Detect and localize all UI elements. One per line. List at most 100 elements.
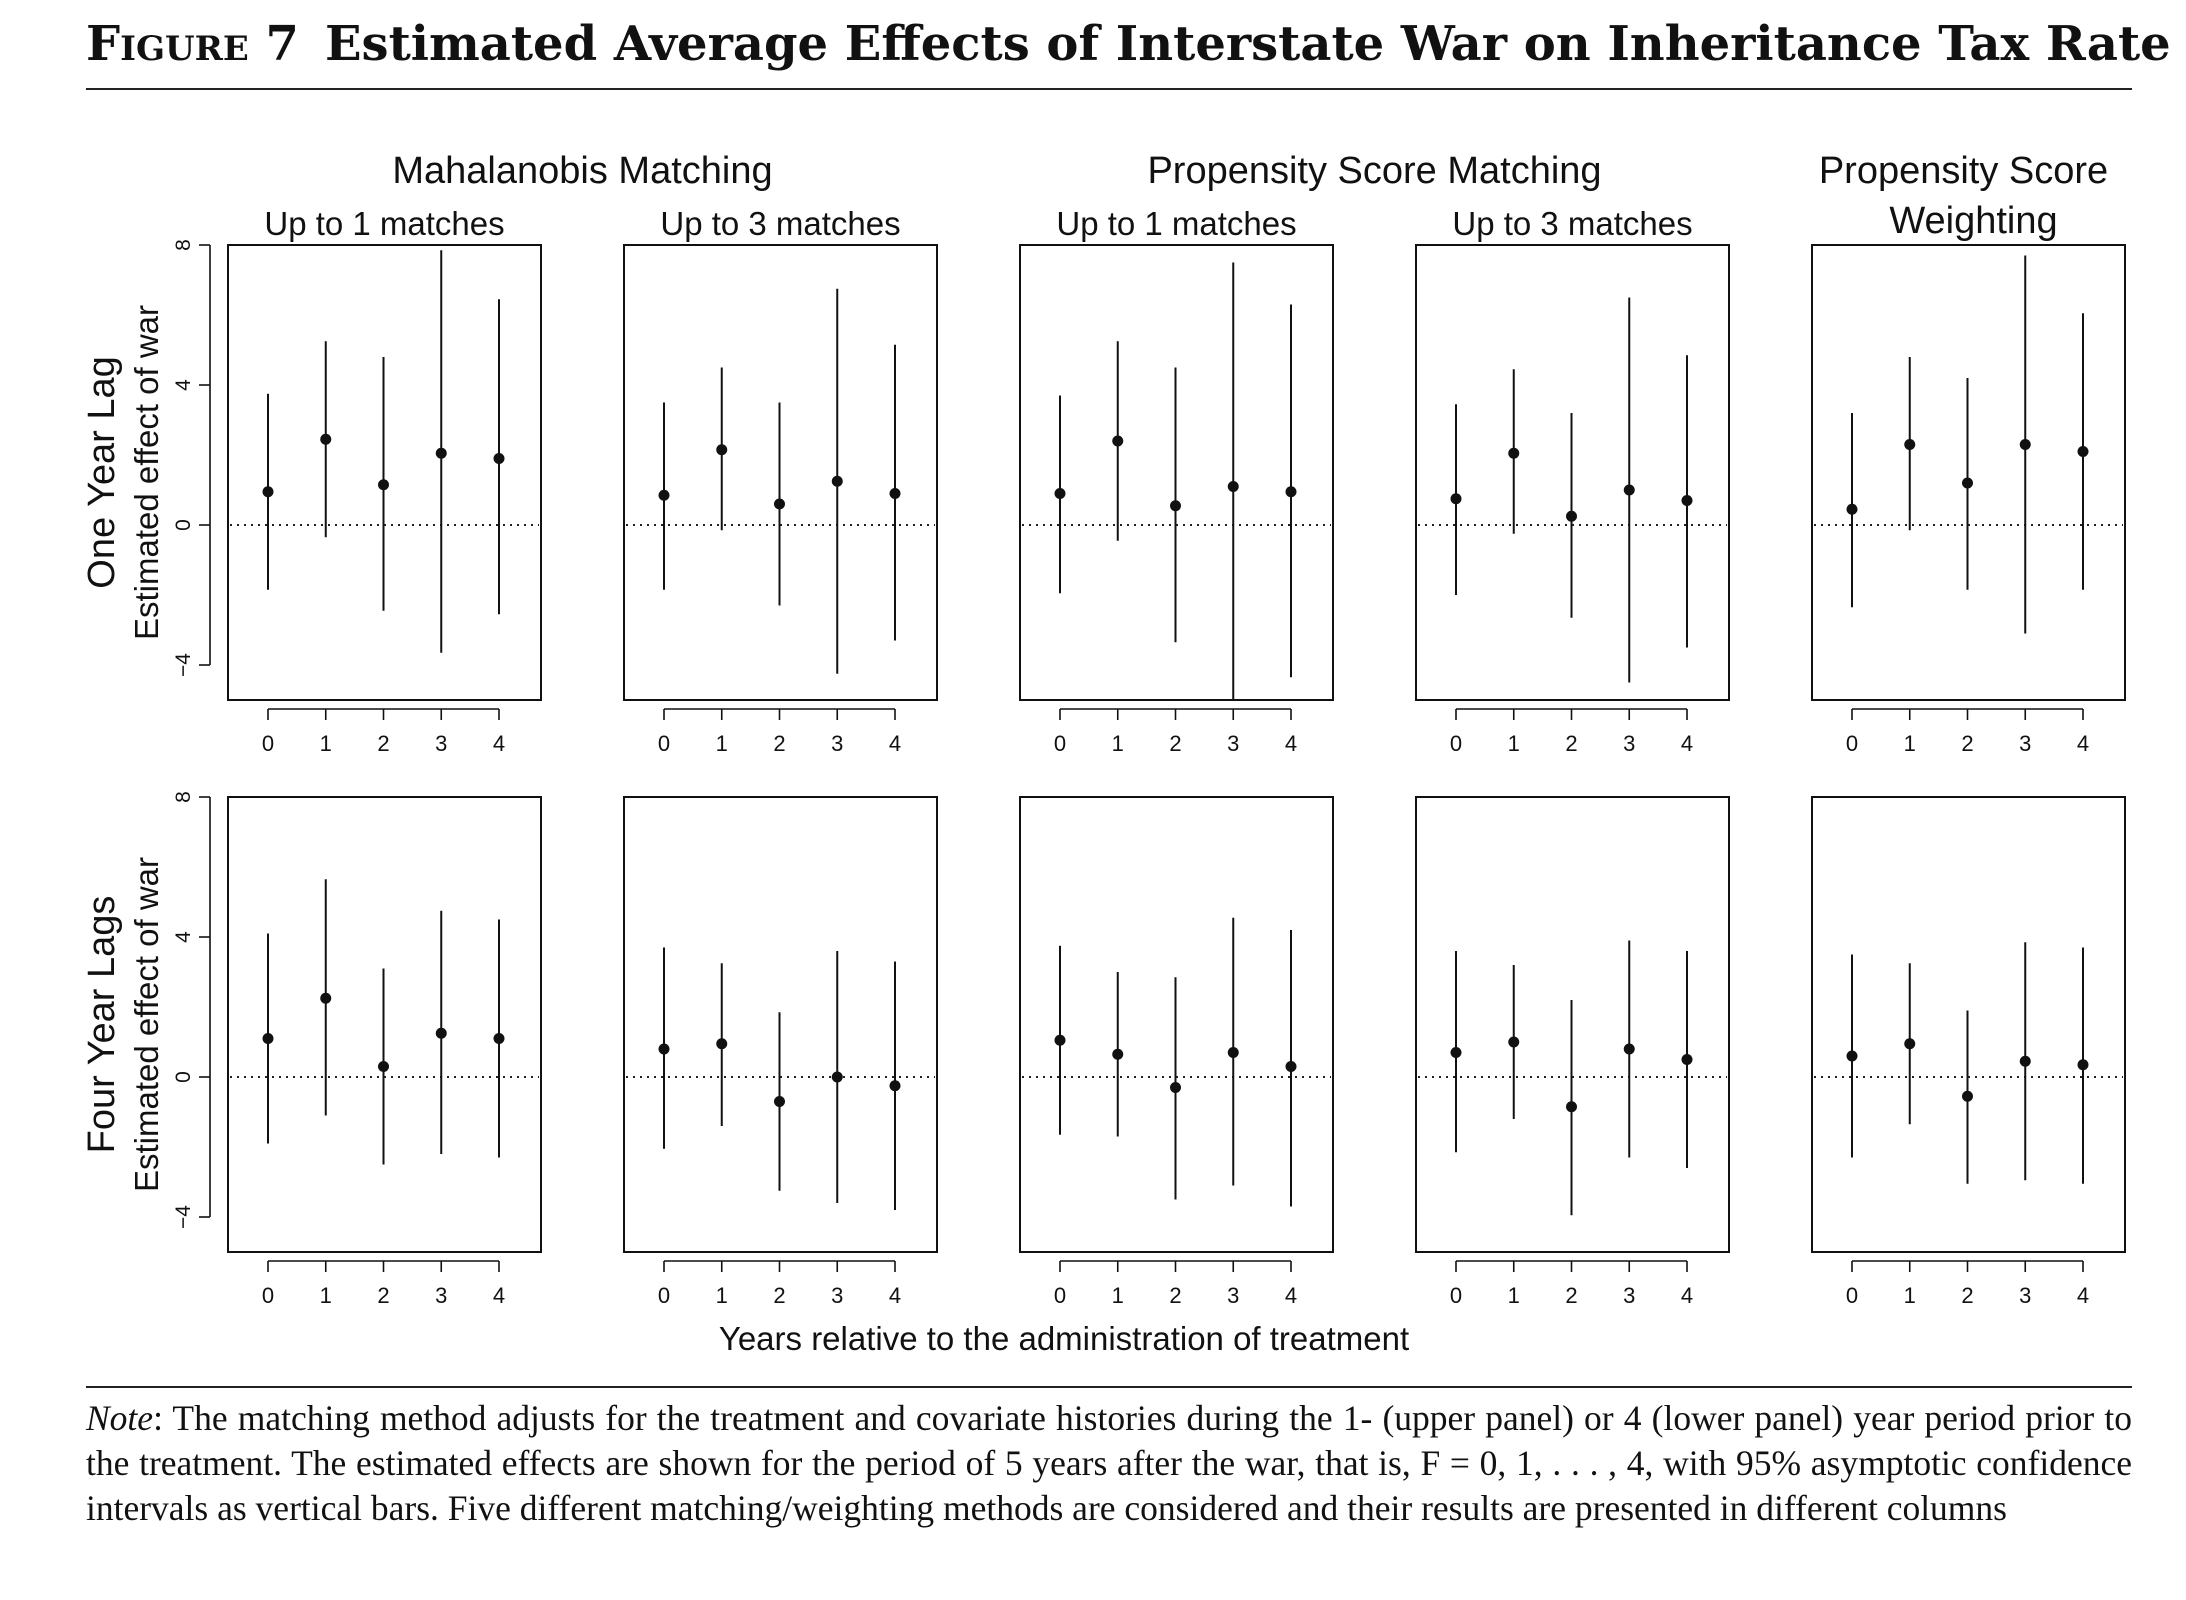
column-subtitle: Up to 3 matches <box>660 205 900 242</box>
point-estimate <box>1508 1036 1520 1048</box>
x-tick-label: 1 <box>716 1283 728 1308</box>
panel-frame <box>1019 244 1334 701</box>
x-tick-label: 3 <box>1623 1283 1635 1308</box>
point-estimate <box>1904 1038 1916 1050</box>
point-estimate <box>262 1033 274 1044</box>
point-estimate <box>2019 1055 2031 1067</box>
x-tick-label: 3 <box>1227 1283 1239 1308</box>
point-estimate <box>1566 1101 1577 1113</box>
x-tick-label: 3 <box>1227 731 1239 756</box>
x-tick-label: 2 <box>377 731 389 756</box>
x-tick-label: 1 <box>1112 731 1124 756</box>
x-tick-label: 2 <box>1961 731 1973 756</box>
y-tick-label: 8 <box>172 791 195 803</box>
note-text: : The matching method adjusts for the tr… <box>86 1398 2132 1528</box>
x-tick-label: 3 <box>435 1283 447 1308</box>
point-estimate <box>435 447 447 459</box>
x-tick-label: 1 <box>1112 1283 1124 1308</box>
point-estimate <box>1450 1047 1462 1058</box>
point-estimate <box>2077 1059 2089 1071</box>
method-group-title: Propensity Score Matching <box>1147 150 1601 192</box>
method-group-title: Mahalanobis Matching <box>392 150 772 192</box>
y-tick-label: 4 <box>172 379 195 391</box>
point-estimate <box>716 1038 728 1050</box>
x-tick-label: 1 <box>1904 1283 1916 1308</box>
y-axis-label: Estimated effect of war <box>128 305 165 640</box>
point-estimate <box>774 1096 785 1107</box>
point-estimate <box>1508 447 1520 459</box>
point-estimate <box>1285 486 1297 498</box>
figure-title: Figure 7 Estimated Average Effects of Int… <box>86 16 2171 72</box>
y-tick-label: −4 <box>172 1205 195 1229</box>
point-estimate <box>889 488 901 499</box>
x-tick-label: 3 <box>435 731 447 756</box>
x-tick-label: 3 <box>1623 731 1635 756</box>
point-estimate <box>378 479 389 491</box>
note-label: Note <box>86 1398 154 1438</box>
panel-frame <box>1019 796 1334 1253</box>
panel-frame <box>227 244 542 701</box>
point-estimate <box>658 489 670 501</box>
point-estimate <box>1450 493 1462 505</box>
x-tick-label: 3 <box>2019 731 2031 756</box>
x-tick-label: 1 <box>320 1283 332 1308</box>
x-tick-label: 4 <box>2077 731 2089 756</box>
panel-frame <box>623 796 938 1253</box>
x-tick-label: 0 <box>1846 731 1858 756</box>
row-label: Four Year Lags <box>81 896 123 1154</box>
point-estimate <box>889 1080 901 1092</box>
panel-frame <box>1811 796 2126 1253</box>
x-tick-label: 1 <box>320 731 332 756</box>
column-subtitle: Up to 1 matches <box>1056 205 1296 242</box>
point-estimate <box>1170 500 1181 512</box>
x-tick-label: 2 <box>1169 1283 1181 1308</box>
y-tick-label: 8 <box>172 239 195 251</box>
y-tick-label: 4 <box>172 931 195 943</box>
point-estimate <box>658 1043 670 1055</box>
x-tick-label: 2 <box>1565 731 1577 756</box>
x-tick-label: 4 <box>1285 1283 1297 1308</box>
x-tick-label: 4 <box>2077 1283 2089 1308</box>
point-estimate <box>831 1071 843 1083</box>
figure-title-text: Estimated Average Effects of Interstate … <box>324 16 2171 72</box>
x-tick-label: 2 <box>1169 731 1181 756</box>
point-estimate <box>1112 435 1124 447</box>
x-tick-label: 0 <box>658 1283 670 1308</box>
x-tick-label: 3 <box>831 1283 843 1308</box>
point-estimate <box>1170 1082 1181 1093</box>
x-tick-label: 1 <box>716 731 728 756</box>
x-tick-label: 1 <box>1508 731 1520 756</box>
x-tick-label: 4 <box>889 731 901 756</box>
point-estimate <box>1054 1034 1066 1046</box>
x-tick-label: 0 <box>1054 1283 1066 1308</box>
x-tick-label: 4 <box>1681 1283 1693 1308</box>
method-group-title: Propensity Score <box>1819 150 2108 192</box>
point-estimate <box>2077 446 2089 457</box>
x-tick-label: 0 <box>262 731 274 756</box>
point-estimate <box>1681 495 1693 506</box>
x-tick-label: 4 <box>1681 731 1693 756</box>
point-estimate <box>1285 1061 1297 1072</box>
x-tick-label: 3 <box>831 731 843 756</box>
x-tick-label: 0 <box>658 731 670 756</box>
figure-label: Figure 7 <box>86 16 299 72</box>
x-tick-label: 3 <box>2019 1283 2031 1308</box>
x-tick-label: 0 <box>1450 731 1462 756</box>
x-tick-label: 2 <box>773 731 785 756</box>
point-estimate <box>493 1033 505 1044</box>
point-estimate <box>1227 481 1239 492</box>
x-tick-label: 4 <box>493 1283 505 1308</box>
x-tick-label: 0 <box>1450 1283 1462 1308</box>
point-estimate <box>435 1027 447 1039</box>
panel-frame <box>227 796 542 1253</box>
point-estimate <box>1054 488 1066 499</box>
figure-note: Note: The matching method adjusts for th… <box>86 1396 2132 1531</box>
column-subtitle: Up to 1 matches <box>264 205 504 242</box>
point-estimate <box>1846 1050 1858 1062</box>
point-estimate <box>1846 503 1858 515</box>
point-estimate <box>1962 477 1973 489</box>
x-tick-label: 2 <box>1565 1283 1577 1308</box>
point-estimate <box>493 453 505 464</box>
x-tick-label: 0 <box>262 1283 274 1308</box>
point-estimate <box>1623 1043 1635 1055</box>
